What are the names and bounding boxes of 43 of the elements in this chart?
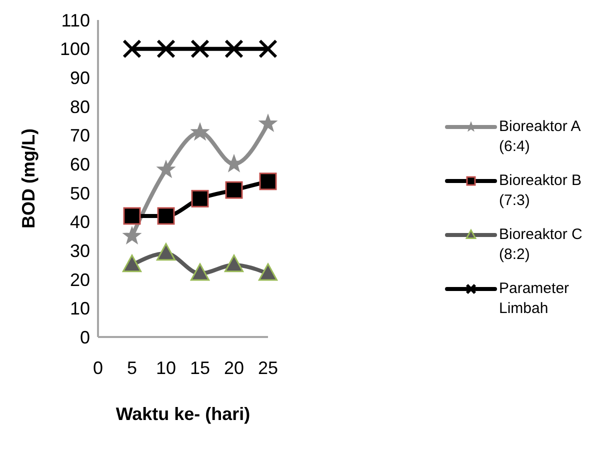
y-tick-label: 110 xyxy=(61,10,90,30)
point xyxy=(258,263,278,281)
x-tick-label: 25 xyxy=(258,358,278,378)
point xyxy=(224,39,244,58)
x-axis-title: Waktu ke- (hari) xyxy=(116,404,250,424)
point xyxy=(190,39,210,58)
y-tick-label: 0 xyxy=(80,327,90,348)
y-tick-label: 80 xyxy=(70,96,90,117)
point xyxy=(225,181,243,199)
x-tick-label: 15 xyxy=(190,358,210,378)
point xyxy=(157,207,175,225)
point xyxy=(259,114,277,132)
point xyxy=(191,123,209,140)
y-tick-label: 70 xyxy=(70,126,90,146)
y-tick-label: 50 xyxy=(70,183,90,204)
point xyxy=(224,254,244,272)
x-tick-label: 20 xyxy=(224,358,244,378)
point xyxy=(191,190,209,208)
y-tick-label: 10 xyxy=(70,298,90,319)
legend-label: Bioreaktor B (7:3) xyxy=(499,171,583,211)
point xyxy=(123,226,141,244)
y-axis-title: BOD (mg/L) xyxy=(18,128,38,228)
x-tick-label: 10 xyxy=(156,358,176,378)
y-tick-label: 60 xyxy=(70,154,90,174)
point xyxy=(258,39,278,58)
y-tick-label: 40 xyxy=(70,212,90,232)
legend-label: Bioreaktor C (8:2) xyxy=(499,225,584,265)
y-tick-label: 90 xyxy=(70,68,90,88)
y-tick-label: 100 xyxy=(60,39,90,60)
legend-label: Parameter Limbah xyxy=(499,279,570,319)
point xyxy=(156,243,176,261)
y-tick-label: 30 xyxy=(70,240,90,261)
point xyxy=(122,39,142,58)
y-tick-label: 20 xyxy=(70,270,90,290)
legend-label: Bioreaktor A (6:4) xyxy=(499,117,582,157)
point xyxy=(190,263,210,281)
point xyxy=(157,160,175,178)
point xyxy=(156,39,176,58)
x-tick-label: 0 xyxy=(92,358,104,378)
point xyxy=(122,254,142,272)
x-tick-label: 5 xyxy=(126,358,138,378)
point xyxy=(259,172,277,190)
point xyxy=(123,207,141,225)
